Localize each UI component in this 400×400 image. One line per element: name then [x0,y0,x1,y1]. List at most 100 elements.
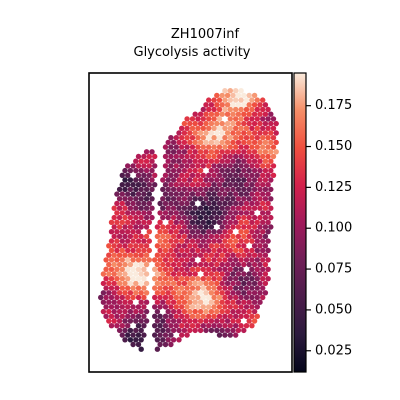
spot [257,196,263,202]
spot [249,116,255,122]
spot [162,191,169,197]
spot [238,200,244,207]
spot [176,318,182,324]
spot [165,186,171,193]
spot [152,257,158,263]
spot [181,233,188,240]
spot [211,153,217,160]
spot [108,229,115,235]
spot [206,304,212,310]
spot [214,290,220,296]
spot [214,196,220,202]
spot [146,163,152,169]
spot [235,167,242,174]
spot [200,257,206,263]
spot [195,172,201,178]
spot [170,308,177,315]
spot [168,285,174,291]
spot [184,323,190,329]
spot [125,257,131,263]
spot [143,167,150,174]
spot [265,191,271,197]
spot [200,191,206,197]
spot [260,97,266,103]
spot [116,261,123,268]
spot [179,229,185,235]
spot [176,130,182,136]
spot [162,323,169,329]
spot [224,214,231,221]
spot [222,257,228,263]
spot [130,182,136,188]
spot [246,318,252,324]
spot [200,285,206,291]
spot [116,214,123,221]
spot [203,177,209,183]
spot [184,285,190,291]
spot [265,200,271,207]
spot [192,167,198,174]
spot [249,219,255,225]
spot [214,130,220,136]
spot [227,276,233,282]
spot [214,243,220,249]
spot [265,163,271,169]
spot [192,280,198,287]
spot [165,158,171,164]
spot [233,304,239,310]
spot [114,304,120,310]
spot [230,167,236,174]
spot [122,186,128,193]
spot [143,308,150,315]
spot [170,167,177,174]
spot [260,182,266,188]
spot [170,271,177,277]
spot [122,261,128,268]
spot [181,214,188,221]
spot [125,323,131,329]
spot [224,252,231,258]
spot [168,276,174,282]
spot [235,139,242,146]
colorbar-tick-label: 0.125 [315,180,352,195]
spot [119,323,126,329]
spot [170,214,177,221]
spot [230,102,236,108]
spot [119,182,126,188]
spot [265,247,271,254]
spot [195,285,201,291]
spot [114,200,120,207]
spot [189,172,196,178]
spot [211,285,217,291]
spot [268,177,274,183]
spot [192,271,198,277]
spot [189,323,196,329]
spot [165,139,171,146]
spot [189,247,196,254]
plot-frame [88,72,293,373]
spot [108,323,115,329]
spot [216,304,223,310]
spot [211,229,217,235]
spot [249,210,255,216]
spot [246,158,252,164]
spot [257,233,263,240]
spot [243,182,250,188]
spot [154,318,161,324]
spot [154,261,161,268]
spot [179,125,185,131]
spot [141,163,147,169]
spot [179,238,185,244]
spot [219,186,225,193]
spot [268,111,274,117]
spot [176,271,182,277]
spot [111,224,117,230]
spot [249,125,255,131]
spot [106,299,112,305]
spot [216,182,223,188]
spot [143,252,150,258]
spot [224,243,231,249]
spot [268,130,274,136]
spot [222,332,228,338]
spot [265,106,271,113]
